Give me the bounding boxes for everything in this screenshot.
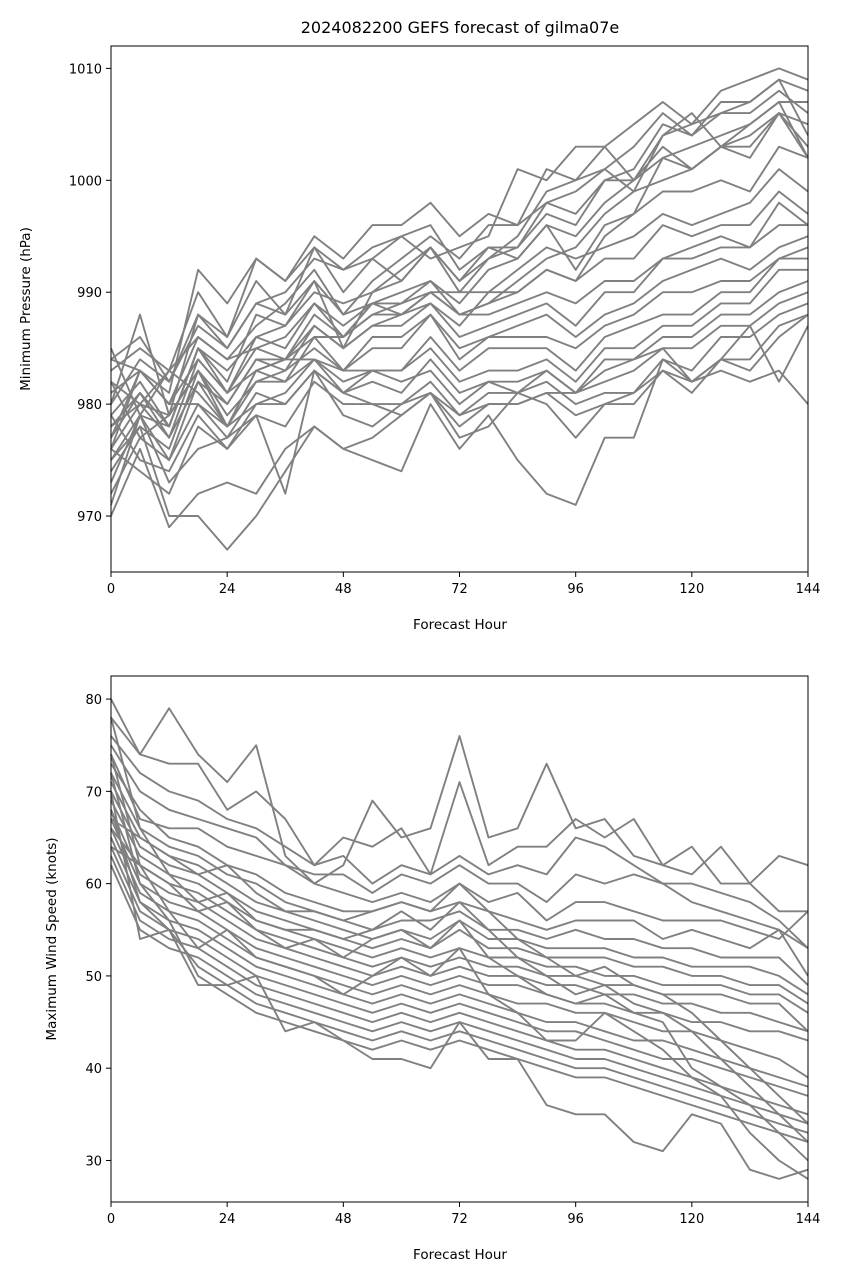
wind-y-tick-label: 30 (85, 1154, 102, 1169)
wind-series-line-2 (110, 716, 808, 913)
pressure-series-group (110, 67, 809, 551)
wind-series-line-20 (110, 772, 809, 1143)
wind-y-tick-label: 60 (85, 878, 102, 893)
wind-y-tick-label: 70 (85, 785, 102, 800)
wind-chart: 0 24 48 72 96 120 144 30 40 50 60 70 80 Forecast Ho… (44, 675, 821, 1263)
pressure-y-ticks: 970 980 990 1000 1010 (69, 62, 111, 525)
wind-x-ticks: 0 24 48 72 96 120 144 (107, 1202, 821, 1227)
pressure-y-tick-label: 990 (77, 286, 102, 301)
wind-y-ticks: 30 40 50 60 70 80 (85, 693, 111, 1169)
pressure-x-tick-label: 48 (335, 582, 352, 597)
pressure-x-axis-label: Forecast Hour (413, 617, 507, 633)
pressure-x-tick-label: 96 (567, 582, 584, 597)
pressure-series-line-23 (110, 313, 809, 506)
wind-x-tick-label: 144 (796, 1212, 821, 1227)
pressure-series-line-14 (110, 224, 808, 472)
pressure-x-ticks: 0 24 48 72 96 120 144 (107, 572, 821, 597)
pressure-series-line-20 (110, 291, 809, 406)
wind-y-tick-label: 50 (85, 970, 102, 985)
wind-x-tick-label: 120 (679, 1212, 704, 1227)
pressure-x-tick-label: 24 (219, 582, 236, 597)
pressure-series-line-10 (110, 145, 809, 461)
pressure-x-tick-label: 0 (107, 582, 115, 597)
wind-series-line-4 (110, 744, 809, 950)
pressure-series-line-16 (110, 246, 809, 439)
wind-series-line-25 (110, 818, 809, 1125)
wind-series-line-12 (110, 809, 809, 1033)
wind-x-tick-label: 0 (107, 1212, 115, 1227)
pressure-y-tick-label: 970 (77, 510, 102, 525)
pressure-chart: 2024082200 GEFS forecast of gilma07e 0 24… (18, 18, 820, 633)
pressure-series-line-25 (110, 347, 809, 551)
wind-x-tick-label: 48 (335, 1212, 352, 1227)
wind-series-group (110, 698, 809, 1180)
wind-series-line-16 (110, 846, 809, 1097)
pressure-series-line-11 (110, 168, 809, 405)
wind-series-line-22 (110, 827, 809, 1180)
wind-series-line-15 (110, 837, 809, 1088)
pressure-y-tick-label: 980 (77, 398, 102, 413)
wind-series-line-7 (110, 772, 809, 986)
wind-series-line-24 (110, 717, 809, 1143)
wind-y-tick-label: 80 (85, 693, 102, 708)
wind-y-tick-label: 40 (85, 1062, 102, 1077)
pressure-y-axis-label: Minimum Pressure (hPa) (18, 227, 34, 391)
pressure-y-tick-label: 1010 (69, 62, 102, 77)
wind-x-tick-label: 96 (567, 1212, 584, 1227)
wind-series-line-21 (110, 809, 809, 1180)
pressure-x-tick-label: 120 (679, 582, 704, 597)
pressure-x-tick-label: 144 (796, 582, 821, 597)
wind-x-tick-label: 24 (219, 1212, 236, 1227)
wind-series-line-11 (110, 754, 809, 1032)
wind-series-line-1 (110, 698, 809, 885)
wind-series-line-3 (110, 735, 809, 949)
wind-y-axis-label: Maximum Wind Speed (knots) (44, 837, 60, 1040)
wind-x-axis-label: Forecast Hour (413, 1247, 507, 1263)
pressure-x-tick-label: 72 (451, 582, 468, 597)
pressure-y-tick-label: 1000 (69, 174, 102, 189)
wind-series-line-23 (110, 845, 809, 1162)
pressure-series-line-7 (110, 101, 809, 417)
pressure-chart-title: 2024082200 GEFS forecast of gilma07e (301, 18, 620, 37)
wind-x-tick-label: 72 (451, 1212, 468, 1227)
